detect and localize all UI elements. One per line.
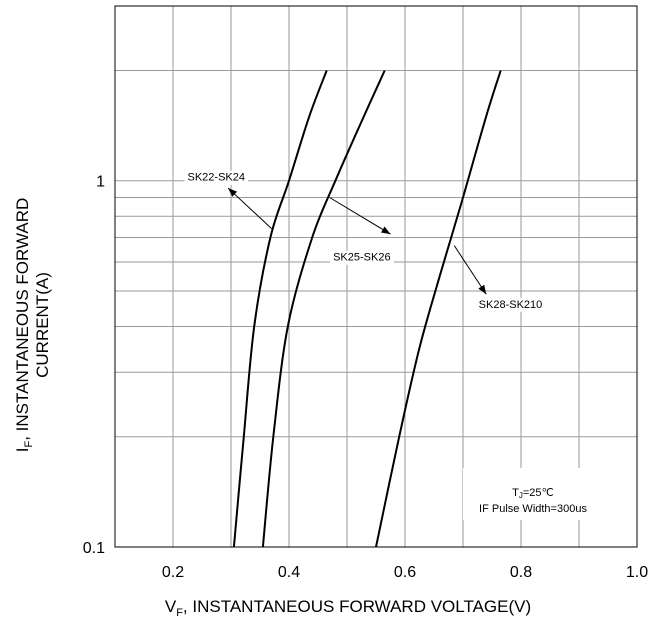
series-arrow-line [329, 197, 391, 235]
series-label-bg [330, 250, 394, 265]
series-label: SK25-SK26 [333, 252, 390, 264]
series-label: SK22-SK24 [188, 172, 245, 184]
series-arrow-line [227, 187, 272, 230]
x-tick-label: 0.6 [394, 564, 416, 581]
y-axis-label-line2: CURRENT(A) [33, 272, 52, 378]
series-labels: SK22-SK24 SK25-SK26 SK28-SK210 [184, 170, 546, 312]
series-line [261, 70, 386, 548]
y-tick-label: 1 [96, 174, 105, 191]
y-axis-label: IF, INSTANTANEOUS FORWARD CURRENT(A) [13, 198, 52, 453]
arrows [227, 187, 487, 295]
series-line [375, 70, 502, 548]
series-label-bg [475, 297, 546, 312]
series-arrow-head [380, 226, 391, 235]
x-tick-label: 1.0 [626, 564, 648, 581]
series-arrow-head [228, 188, 238, 197]
note-temperature: TJ=25℃ [512, 487, 554, 500]
series-label-bg [184, 170, 249, 185]
series-arrow-head [478, 284, 487, 295]
x-axis-label: VF, INSTANTANEOUS FORWARD VOLTAGE(V) [165, 597, 531, 619]
note-pulse-width: IF Pulse Width=300us [479, 503, 587, 515]
series-line [232, 70, 328, 548]
series-label: SK28-SK210 [479, 299, 543, 311]
tick-labels: 0.2 0.4 0.6 0.8 1.0 0.1 1 [83, 174, 648, 581]
y-tick-label: 0.1 [83, 540, 105, 557]
note-box [463, 468, 603, 520]
series-arrow-line [453, 245, 487, 295]
svg-text:IF, INSTANTANEOUS FORWARD: IF, INSTANTANEOUS FORWARD [13, 198, 35, 453]
x-tick-label: 0.4 [278, 564, 300, 581]
x-tick-label: 0.2 [162, 564, 184, 581]
curves [232, 70, 502, 548]
x-tick-label: 0.8 [510, 564, 532, 581]
